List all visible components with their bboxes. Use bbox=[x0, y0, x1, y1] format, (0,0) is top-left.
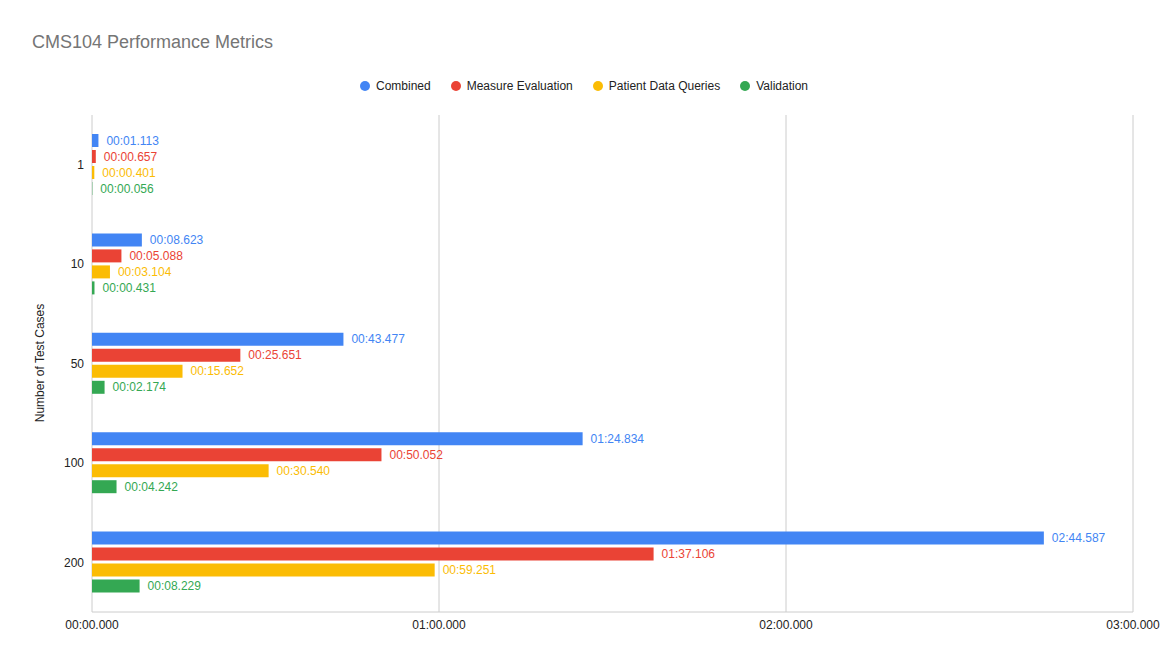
html-text:CMS104 Performance Metrics: CMS104 Performance Metrics bbox=[32, 32, 274, 52]
html-text:Combined: Combined bbox=[376, 79, 431, 93]
svg-text:00:01.113: 00:01.113 bbox=[106, 134, 159, 148]
svg-text:00:00.000: 00:00.000 bbox=[65, 618, 119, 632]
svg-text:03:00.000: 03:00.000 bbox=[1106, 618, 1160, 632]
svg-text:200: 200 bbox=[64, 556, 84, 570]
svg-text:00:08.623: 00:08.623 bbox=[150, 233, 204, 247]
html-text:Number of Test Cases: Number of Test Cases bbox=[33, 303, 47, 423]
svg-text:00:00.657: 00:00.657 bbox=[104, 150, 158, 164]
svg-text:100: 100 bbox=[64, 456, 84, 470]
svg-text:00:03.104: 00:03.104 bbox=[118, 265, 172, 279]
svg-text:10: 10 bbox=[71, 257, 85, 271]
svg-text:01:37.106: 01:37.106 bbox=[662, 547, 716, 561]
svg-text:01:24.834: 01:24.834 bbox=[591, 432, 645, 446]
svg-text:02:44.587: 02:44.587 bbox=[1052, 531, 1106, 545]
html-text:Patient Data Queries: Patient Data Queries bbox=[608, 79, 721, 93]
svg-text:1: 1 bbox=[77, 158, 84, 172]
svg-text:00:04.242: 00:04.242 bbox=[125, 480, 179, 494]
html-text:Measure Evaluation: Measure Evaluation bbox=[466, 79, 573, 93]
svg-text:50: 50 bbox=[71, 357, 85, 371]
svg-text:00:50.052: 00:50.052 bbox=[389, 448, 443, 462]
svg-text:00:25.651: 00:25.651 bbox=[248, 348, 302, 362]
svg-text:00:08.229: 00:08.229 bbox=[148, 579, 202, 593]
svg-text:00:05.088: 00:05.088 bbox=[129, 249, 183, 263]
svg-text:00:59.251: 00:59.251 bbox=[443, 563, 497, 577]
html-text:Validation: Validation bbox=[756, 79, 808, 93]
svg-text:00:00.431: 00:00.431 bbox=[102, 281, 156, 295]
svg-text:02:00.000: 02:00.000 bbox=[759, 618, 813, 632]
svg-text:00:00.401: 00:00.401 bbox=[102, 166, 156, 180]
svg-text:01:00.000: 01:00.000 bbox=[412, 618, 466, 632]
svg-text:00:15.652: 00:15.652 bbox=[191, 364, 245, 378]
svg-text:00:02.174: 00:02.174 bbox=[113, 380, 167, 394]
svg-text:00:00.056: 00:00.056 bbox=[100, 182, 154, 196]
svg-text:00:30.540: 00:30.540 bbox=[277, 464, 331, 478]
svg-text:00:43.477: 00:43.477 bbox=[351, 332, 405, 346]
